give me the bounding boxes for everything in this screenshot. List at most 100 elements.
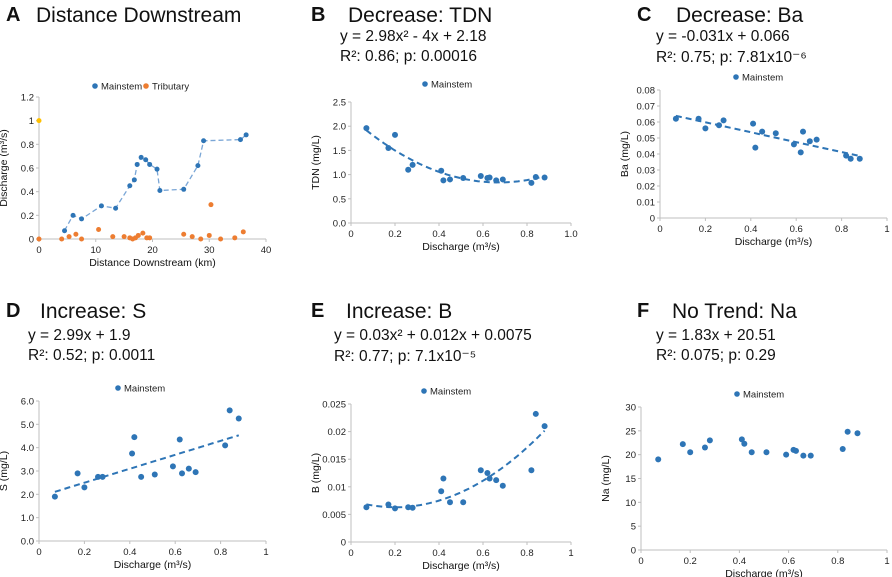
panel-b-stats: R²: 0.86; p: 0.00016 [340, 48, 478, 65]
data-point-mainstem [195, 163, 201, 169]
data-point-mainstem [81, 484, 88, 491]
data-point-mainstem [409, 504, 416, 511]
data-point-tributary [110, 234, 116, 240]
y-tick-label: 0 [341, 538, 346, 549]
panel-c-letter: C [637, 4, 652, 26]
panel-d-title: Increase: S [40, 300, 147, 323]
y-tick-label: 0.015 [322, 455, 346, 466]
data-point-mainstem [679, 441, 686, 448]
y-tick-label: 0.4 [21, 187, 34, 198]
y-tick-label: 0.005 [322, 510, 346, 521]
x-tick-label: 0.2 [684, 556, 697, 567]
data-point-mainstem [701, 444, 708, 451]
panel-a-title: Distance Downstream [36, 4, 242, 27]
y-tick-label: 1.5 [333, 146, 346, 157]
trendline [366, 429, 546, 509]
x-tick-label: 0.4 [432, 548, 445, 559]
series-line-mainstem [63, 134, 247, 232]
y-tick-label: 0.08 [637, 86, 656, 97]
x-tick-label: 0.6 [169, 547, 182, 558]
data-point-mainstem [800, 452, 807, 459]
chart-tdn: 0.0 0.5 1.0 1.5 2.0 2.5 0 0.2 0.4 0.6 0.8 1.0 Discha… [310, 80, 578, 254]
y-tick-label: 1.0 [333, 170, 346, 181]
legend-label-mainstem: Mainstem [742, 73, 783, 84]
data-point-mainstem [192, 469, 199, 476]
y-tick-label: 0.03 [637, 166, 656, 177]
x-tick-label: 0.6 [476, 548, 489, 559]
data-point-mainstem [687, 449, 694, 456]
legend-marker-mainstem [734, 391, 740, 397]
data-point-mainstem [493, 477, 500, 484]
legend-label-mainstem: Mainstem [431, 80, 472, 91]
x-tick-label: 40 [261, 245, 272, 256]
x-tick-label: 0 [638, 556, 643, 567]
panel-b-equation: y = 2.98x² - 4x + 2.18 [340, 28, 487, 45]
data-point-mainstem [440, 475, 447, 482]
data-point-tributary [59, 236, 65, 242]
data-point-mainstem [129, 450, 136, 457]
data-point-mainstem [800, 128, 807, 135]
y-tick-label: 20 [625, 450, 636, 461]
panel-f-equation: y = 1.83x + 20.51 [656, 327, 776, 344]
x-tick-label: 1 [884, 224, 889, 235]
y-tick-label: 0.01 [637, 198, 656, 209]
y-tick-label: 2.5 [333, 98, 346, 109]
legend-marker-mainstem [422, 81, 428, 87]
data-point-mainstem [201, 138, 207, 144]
panel-c-stats: R²: 0.75; p: 7.81x10⁻⁶ [656, 49, 807, 66]
legend-label-mainstem: Mainstem [101, 82, 142, 93]
data-point-tributary [66, 234, 72, 240]
data-point-mainstem [807, 452, 814, 459]
data-point-mainstem [127, 183, 133, 189]
data-point-mainstem [51, 493, 58, 500]
legend-marker-mainstem [92, 83, 98, 89]
chart-boron: 0 0.005 0.01 0.015 0.02 0.025 0 0.2 0.4 0.6 0.8 1 Di… [310, 387, 574, 573]
data-point-mainstem [176, 436, 183, 443]
data-point-mainstem [179, 470, 186, 477]
data-point-mainstem [131, 177, 137, 183]
x-tick-label: 0.4 [432, 229, 445, 240]
data-point-mainstem [541, 423, 548, 430]
y-tick-label: 2.0 [21, 490, 34, 501]
data-point-mainstem [131, 434, 138, 441]
data-point-mainstem [438, 488, 445, 495]
data-point-mainstem [98, 203, 104, 209]
y-tick-label: 0 [29, 235, 34, 246]
data-point-mainstem [405, 166, 412, 173]
data-point-mainstem [95, 473, 102, 480]
y-axis-title: Discharge (m³/s) [0, 129, 10, 207]
legend-label-mainstem: Mainstem [430, 387, 471, 398]
data-point-tributary [96, 227, 102, 233]
x-tick-label: 0.8 [835, 224, 848, 235]
x-tick-label: 0.2 [78, 547, 91, 558]
x-axis-title: Discharge (m³/s) [422, 560, 500, 572]
data-point-mainstem [856, 155, 863, 162]
chart-ba: 0 0.01 0.02 0.03 0.04 0.05 0.06 0.07 0.08 0 0.2 0.4… [619, 73, 890, 249]
panel-b-letter: B [311, 4, 326, 26]
data-point-mainstem [405, 504, 412, 511]
y-tick-label: 4.0 [21, 443, 34, 454]
panel-e-equation: y = 0.03x² + 0.012x + 0.0075 [334, 327, 532, 344]
data-point-tributary [198, 236, 204, 242]
y-tick-label: 1 [29, 116, 34, 127]
data-point-mainstem [843, 152, 850, 159]
data-point-mainstem [385, 501, 392, 508]
data-point-mainstem [792, 447, 799, 454]
data-point-mainstem [541, 174, 548, 181]
data-point-mainstem [447, 176, 453, 183]
data-point-mainstem [499, 176, 506, 183]
data-point-mainstem [752, 144, 759, 151]
data-point-mainstem [440, 177, 447, 184]
panel-e-letter: E [311, 300, 325, 322]
data-point-mainstem [157, 187, 163, 193]
data-point-mainstem [672, 115, 679, 122]
y-tick-label: 1.2 [21, 93, 34, 104]
data-point-mainstem [528, 467, 535, 474]
y-tick-label: 0.6 [21, 164, 34, 175]
x-tick-label: 0 [348, 548, 353, 559]
y-tick-label: 3.0 [21, 467, 34, 478]
y-tick-label: 25 [625, 426, 636, 437]
data-point-mainstem [138, 473, 145, 480]
data-point-mainstem [759, 128, 766, 135]
y-tick-label: 10 [625, 498, 636, 509]
